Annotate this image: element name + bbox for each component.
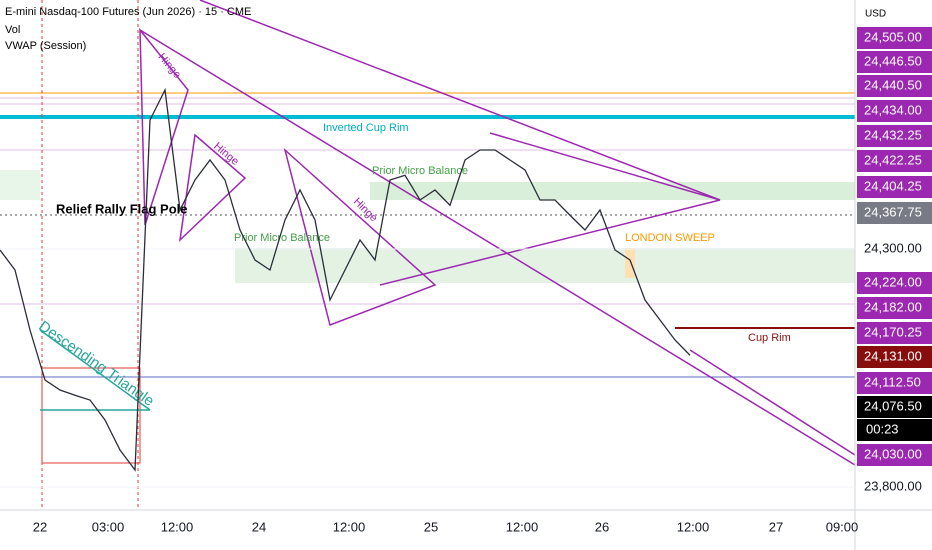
price-badge-label: 24,432.25 [864,127,922,142]
price-line [0,87,691,472]
triangle [178,133,247,243]
price-badge-label: 24,434.00 [864,102,922,117]
annotation: Inverted Cup Rim [323,122,409,134]
y-tick-label: 24,300.00 [864,240,922,255]
zone [235,248,855,283]
price-badge-label: 24,440.50 [864,77,922,92]
price-badge-label: 24,446.50 [864,53,922,68]
trendline [689,349,856,456]
price-badge-label: 24,404.25 [864,178,922,193]
price-badge-label: 24,367.75 [864,204,922,219]
price-badge-label: 24,224.00 [864,274,922,289]
indicator: Vol [5,24,20,36]
triangle [283,147,437,326]
price-badge-label: 24,505.00 [864,29,922,44]
countdown: 00:23 [866,421,899,436]
price-badge [857,150,932,172]
zone [0,170,40,200]
price-badge-label: 24,131.00 [864,348,922,363]
price-badge [857,27,932,49]
x-tick-label: 12:00 [677,519,710,534]
price-badge [857,322,932,344]
price-badge [857,51,932,73]
price-badge-label: 24,112.50 [864,374,921,389]
trendline [199,0,721,201]
price-badge [857,176,932,198]
y-tick-label: 23,800.00 [864,479,922,494]
trendline [39,329,151,411]
annotation: Prior Micro Balance [372,165,468,177]
x-tick-label: 03:00 [92,519,125,534]
x-tick-label: 12:00 [161,519,194,534]
x-tick-label: 12:00 [506,519,539,534]
zone [370,182,855,200]
zones [0,170,855,464]
trendline [379,199,721,286]
triangle [139,27,189,226]
price-badge [857,297,932,319]
price-badge [857,346,932,368]
price-badge [857,202,932,224]
annotation: LONDON SWEEP [625,232,715,244]
annotation: Prior Micro Balance [234,232,330,244]
x-tick-label: 24 [252,519,266,534]
price-badge-label: 24,076.50 [864,398,922,413]
x-tick-label: 22 [33,519,47,534]
price-badge-label: 24,422.25 [864,152,922,167]
trendline [489,132,721,201]
x-tick-label: 12:00 [333,519,366,534]
price-badge-label: 24,170.25 [864,324,922,339]
price-badge [857,372,932,394]
annotation: Cup Rim [748,332,791,344]
price-badge-label: 24,182.00 [864,299,922,314]
price-badge [857,75,932,97]
countdown-bg [857,419,932,441]
indicator: VWAP (Session) [5,40,86,52]
title: E-mini Nasdaq-100 Futures (Jun 2026) · 1… [5,6,251,18]
x-tick-label: 26 [595,519,609,534]
price-badge [857,125,932,147]
x-tick-label: 25 [424,519,438,534]
price-badge [857,396,932,418]
currency: USD [865,9,886,20]
price-badge-label: 24,030.00 [864,446,922,461]
x-tick-label: 09:00 [826,519,859,534]
x-tick-label: 27 [769,519,783,534]
trendlines [39,0,856,466]
trendline [139,29,856,466]
annotation: Relief Rally Flag Pole [56,201,188,216]
zone [625,248,635,278]
price-badge [857,444,932,466]
price-badge [857,100,932,122]
price-badge [857,272,932,294]
